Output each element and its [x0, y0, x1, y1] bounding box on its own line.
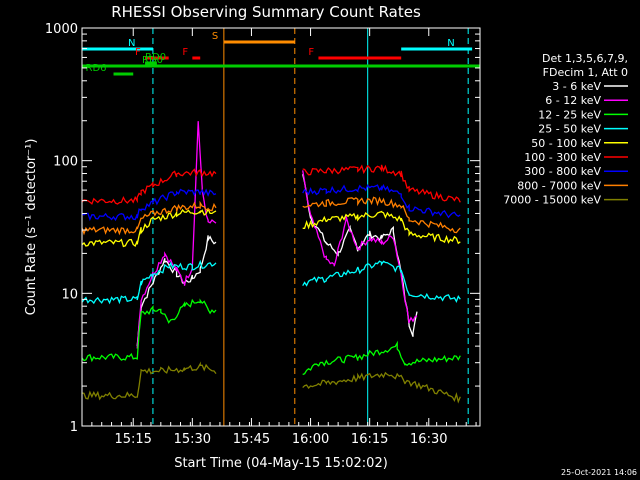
legend: Det 1,3,5,6,7,9, FDecim 1, Att 0 3 - 6 k…	[503, 52, 628, 207]
series-4	[81, 207, 461, 248]
legend-entry-label: 100 - 300 keV	[524, 151, 601, 164]
series-trace	[81, 361, 217, 401]
y-axis-label: Count Rate (s⁻¹ detector⁻¹)	[24, 139, 39, 316]
series-7	[81, 196, 461, 236]
series-trace	[81, 298, 217, 363]
series-1	[136, 121, 418, 349]
series-trace	[81, 168, 217, 205]
x-ticks: 15:15 15:30 15:45 16:00 16:15 16:30	[81, 28, 477, 447]
timestamp: 25-Oct-2021 14:06	[561, 468, 637, 477]
series-trace	[302, 340, 461, 376]
series-trace	[136, 235, 217, 347]
series-trace	[302, 170, 418, 324]
legend-entry-label: 3 - 6 keV	[552, 80, 601, 93]
legend-entry-label: 50 - 100 keV	[531, 137, 601, 150]
x-axis-label: Start Time (04-May-15 15:02:02)	[174, 456, 388, 471]
flag-label: F	[182, 47, 188, 58]
flag-label: S	[212, 31, 218, 42]
x-tick-label: 15:30	[174, 432, 211, 447]
y-ticks: 1 10 100 1000	[45, 22, 480, 435]
legend-header-line-2: FDecim 1, Att 0	[543, 66, 628, 79]
series-trace	[81, 188, 217, 222]
legend-entry-label: 7000 - 15000 keV	[503, 194, 601, 207]
series-trace	[81, 200, 217, 236]
series-trace	[302, 260, 461, 303]
series-trace	[302, 210, 461, 245]
flag-label: N	[128, 38, 135, 49]
x-tick-label: 16:15	[351, 432, 388, 447]
flag-label: RD6	[86, 63, 107, 74]
y-tick-label: 1	[70, 420, 78, 435]
legend-entry-label: 800 - 7000 keV	[517, 179, 601, 192]
x-tick-label: 15:15	[114, 432, 151, 447]
series-2	[81, 298, 461, 376]
legend-entry-label: 12 - 25 keV	[538, 108, 601, 121]
legend-entry-label: 6 - 12 keV	[545, 94, 601, 107]
flag-label: RD0	[145, 52, 166, 63]
y-tick-label: 1000	[45, 22, 78, 37]
x-tick-label: 16:30	[410, 432, 447, 447]
y-tick-label: 10	[61, 287, 78, 302]
series-6	[81, 183, 461, 222]
flag-label: F	[135, 47, 141, 58]
y-tick-label: 100	[53, 155, 78, 170]
series-trace	[81, 207, 217, 248]
series-trace	[302, 183, 461, 219]
series-trace	[302, 196, 461, 234]
flag-label: RD0	[142, 55, 163, 66]
x-tick-label: 15:45	[233, 432, 270, 447]
legend-entry-label: 25 - 50 keV	[538, 123, 601, 136]
series-3	[81, 259, 461, 305]
series-0	[136, 174, 418, 347]
series-trace	[302, 164, 461, 203]
series-trace	[81, 259, 217, 305]
legend-entry-label: 300 - 800 keV	[524, 165, 601, 178]
series-5	[81, 164, 461, 205]
series-trace	[302, 371, 461, 404]
series-trace	[302, 174, 418, 337]
flag-label: N	[447, 38, 454, 49]
chart-title: RHESSI Observing Summary Count Rates	[111, 3, 421, 21]
legend-header-line-1: Det 1,3,5,6,7,9,	[542, 52, 628, 65]
flag-label: F	[308, 47, 314, 58]
plot-frame	[81, 27, 481, 427]
series-8	[81, 361, 461, 404]
x-tick-label: 16:00	[292, 432, 329, 447]
